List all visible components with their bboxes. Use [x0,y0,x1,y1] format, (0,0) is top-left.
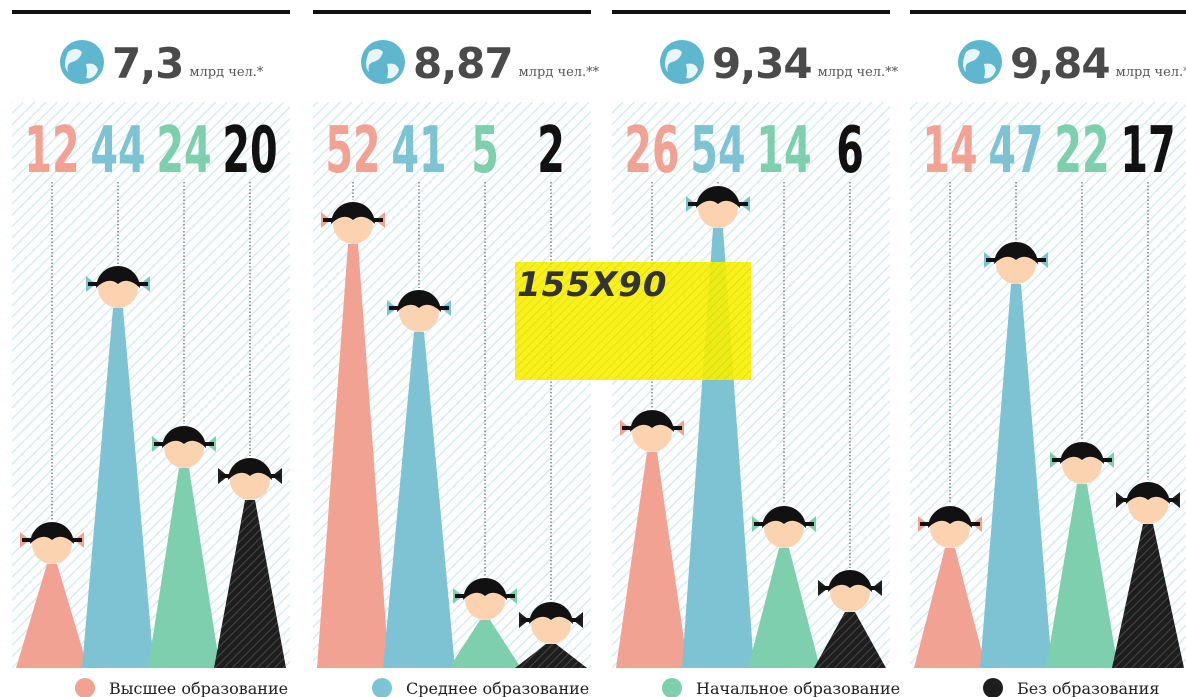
legend-label: Начальное образование [696,679,900,697]
legend-swatch [75,678,95,697]
population-unit: млрд чел.** [1116,65,1186,80]
panel-top-rule [910,10,1186,14]
value-label: 5 [471,113,499,188]
value-label: 2 [537,113,565,188]
value-label: 24 [156,113,211,188]
legend-label: Высшее образование [109,679,288,697]
population-unit: млрд чел.** [818,65,899,80]
placeholder-text: 155X90 [517,265,668,305]
value-label: 26 [624,113,679,188]
value-label: 22 [1054,113,1109,188]
panel-top-rule [612,10,890,14]
population-value: 8,87 [413,39,513,88]
population-value: 9,34 [712,39,812,88]
value-label: 14 [922,113,977,188]
value-label: 20 [222,113,277,188]
value-label: 54 [690,113,745,188]
population-unit: млрд чел.* [189,65,264,80]
legend-swatch [662,678,682,697]
value-label: 14 [756,113,811,188]
value-label: 12 [24,113,79,188]
panel-top-rule [313,10,591,14]
legend-swatch [372,678,392,697]
legend-label: Без образования [1017,679,1159,697]
value-label: 6 [836,113,864,188]
value-label: 47 [988,113,1043,188]
value-label: 44 [90,113,145,188]
population-unit: млрд чел.** [519,65,600,80]
value-label: 17 [1120,113,1175,188]
value-label: 41 [391,113,446,188]
value-label: 52 [325,113,380,188]
population-value: 7,3 [112,39,183,88]
panel-top-rule [12,10,290,14]
legend-swatch [983,678,1003,697]
infographic: 7,3млрд чел.*124424208,87млрд чел.**5241… [0,0,1186,697]
legend-label: Среднее образование [406,679,589,697]
population-value: 9,84 [1010,39,1110,88]
